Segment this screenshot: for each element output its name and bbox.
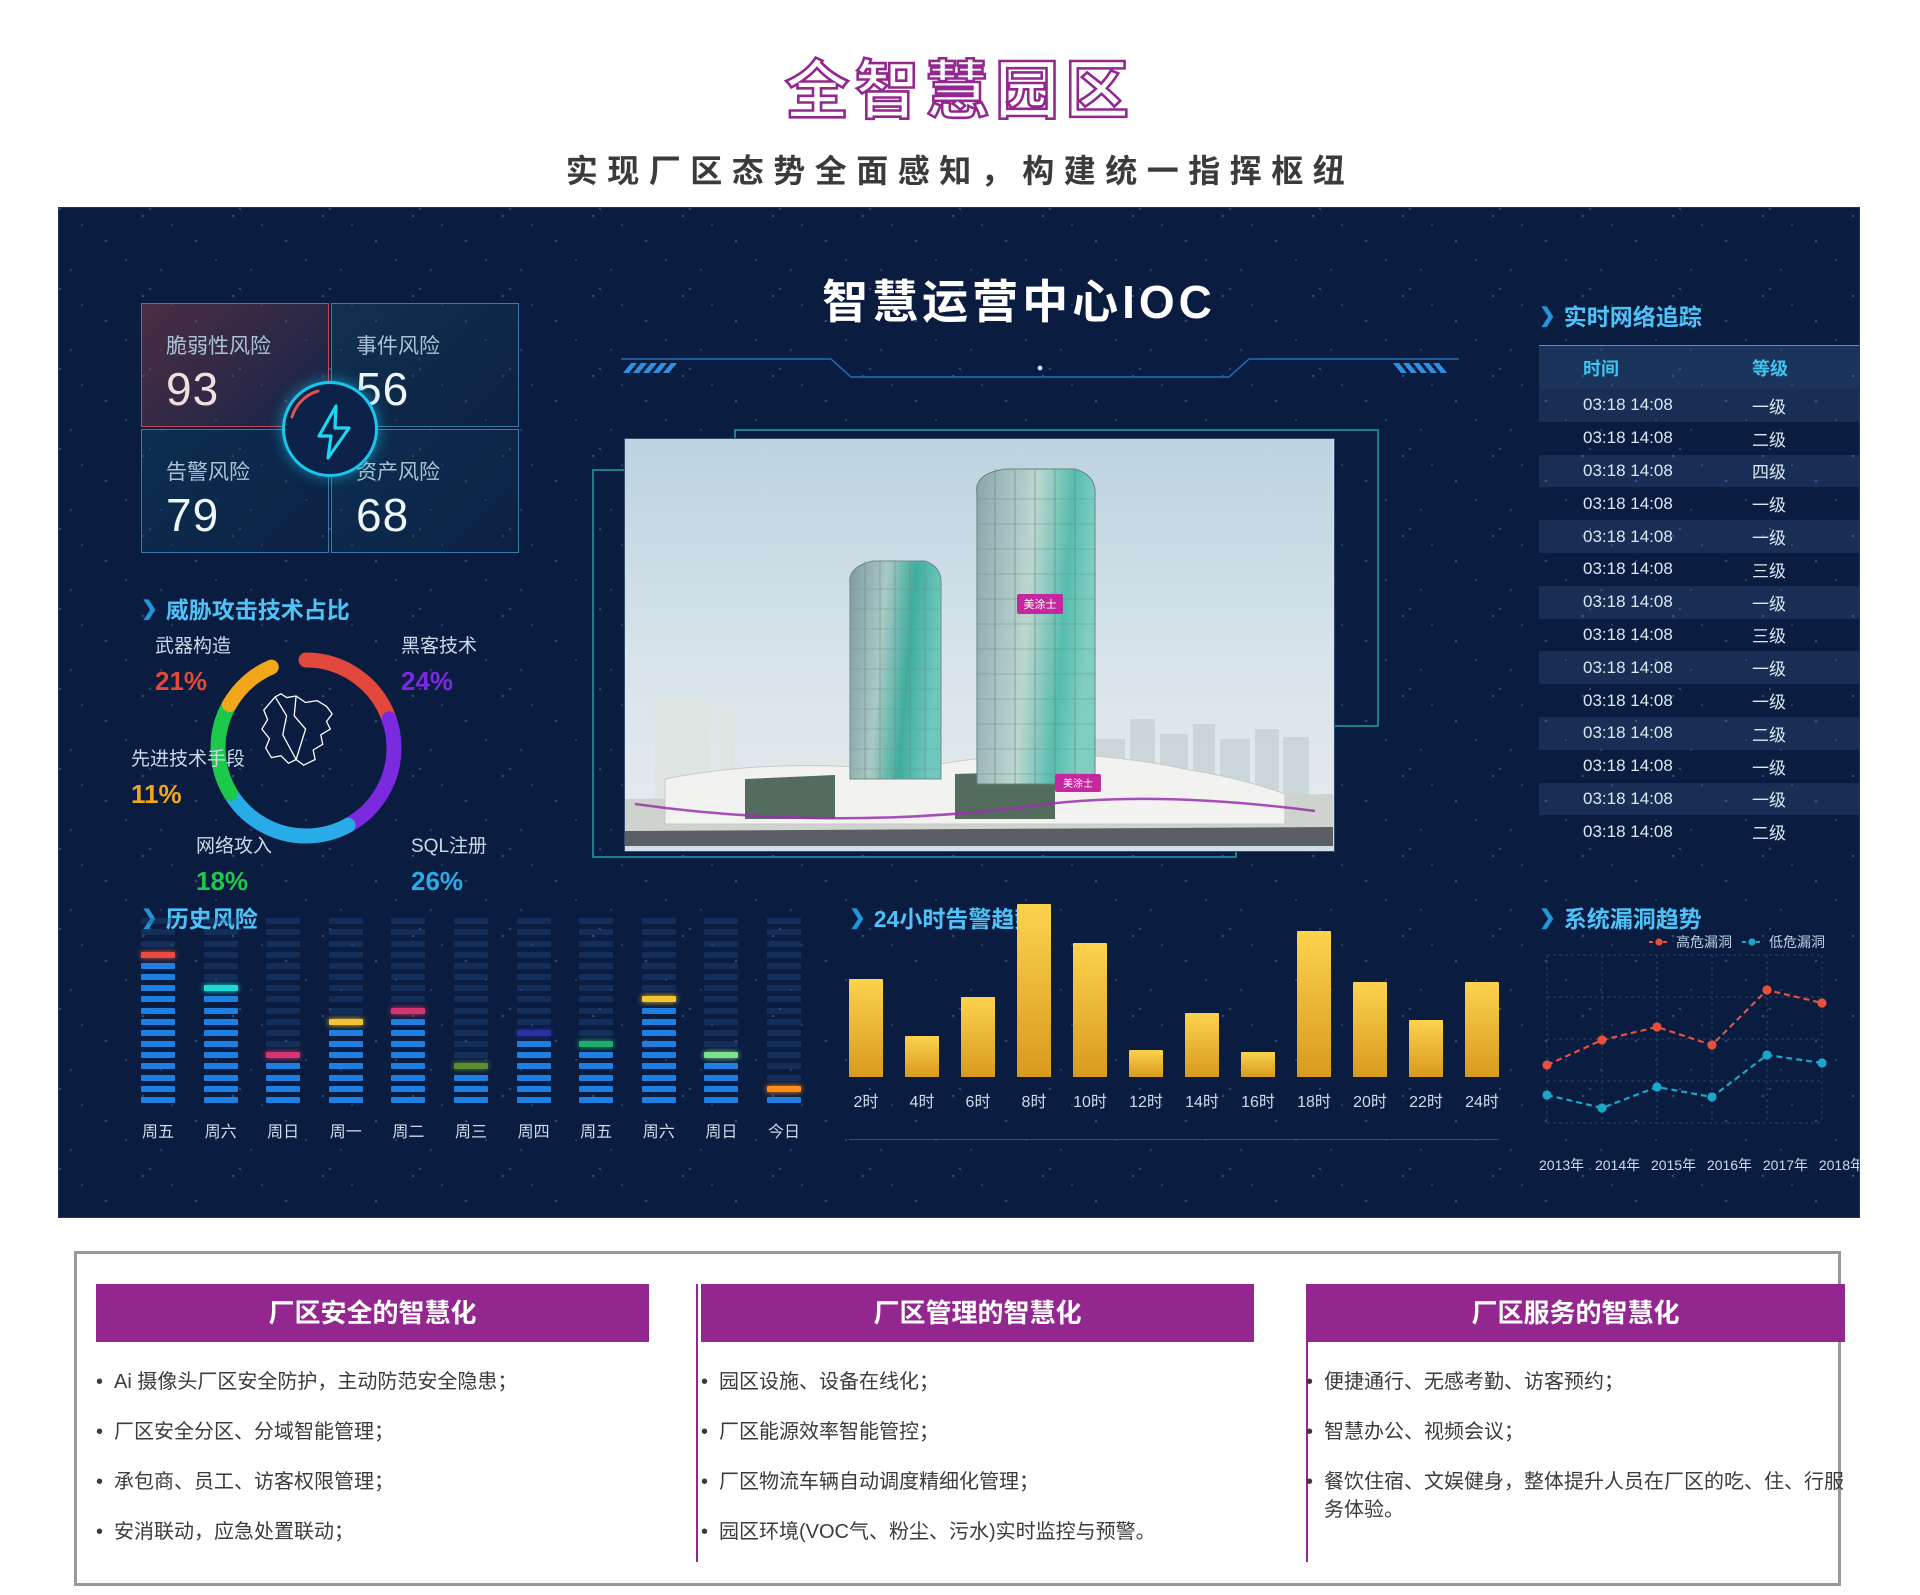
svg-text:美涂士: 美涂士 (1024, 597, 1057, 611)
svg-text:美涂士: 美涂士 (1063, 777, 1093, 790)
